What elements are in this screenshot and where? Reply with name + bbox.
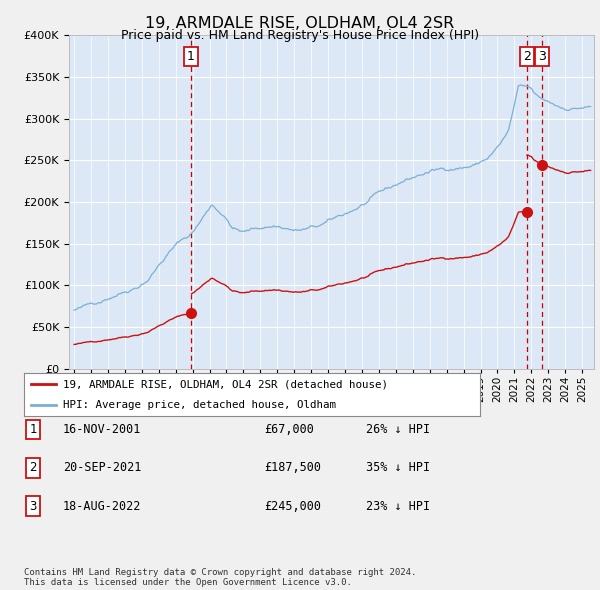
Text: 20-SEP-2021: 20-SEP-2021: [63, 461, 142, 474]
Text: £245,000: £245,000: [264, 500, 321, 513]
Text: HPI: Average price, detached house, Oldham: HPI: Average price, detached house, Oldh…: [63, 401, 336, 410]
Text: £67,000: £67,000: [264, 423, 314, 436]
Text: 1: 1: [187, 50, 194, 63]
Text: £187,500: £187,500: [264, 461, 321, 474]
Text: 19, ARMDALE RISE, OLDHAM, OL4 2SR (detached house): 19, ARMDALE RISE, OLDHAM, OL4 2SR (detac…: [63, 379, 388, 389]
Text: Contains HM Land Registry data © Crown copyright and database right 2024.
This d: Contains HM Land Registry data © Crown c…: [24, 568, 416, 587]
Text: 3: 3: [29, 500, 37, 513]
Text: 1: 1: [29, 423, 37, 436]
Text: 3: 3: [538, 50, 546, 63]
Text: 2: 2: [523, 50, 530, 63]
Text: 23% ↓ HPI: 23% ↓ HPI: [366, 500, 430, 513]
Text: 35% ↓ HPI: 35% ↓ HPI: [366, 461, 430, 474]
Text: Price paid vs. HM Land Registry's House Price Index (HPI): Price paid vs. HM Land Registry's House …: [121, 30, 479, 42]
Text: 19, ARMDALE RISE, OLDHAM, OL4 2SR: 19, ARMDALE RISE, OLDHAM, OL4 2SR: [145, 16, 455, 31]
Text: 2: 2: [29, 461, 37, 474]
Text: 26% ↓ HPI: 26% ↓ HPI: [366, 423, 430, 436]
Text: 18-AUG-2022: 18-AUG-2022: [63, 500, 142, 513]
Text: 16-NOV-2001: 16-NOV-2001: [63, 423, 142, 436]
